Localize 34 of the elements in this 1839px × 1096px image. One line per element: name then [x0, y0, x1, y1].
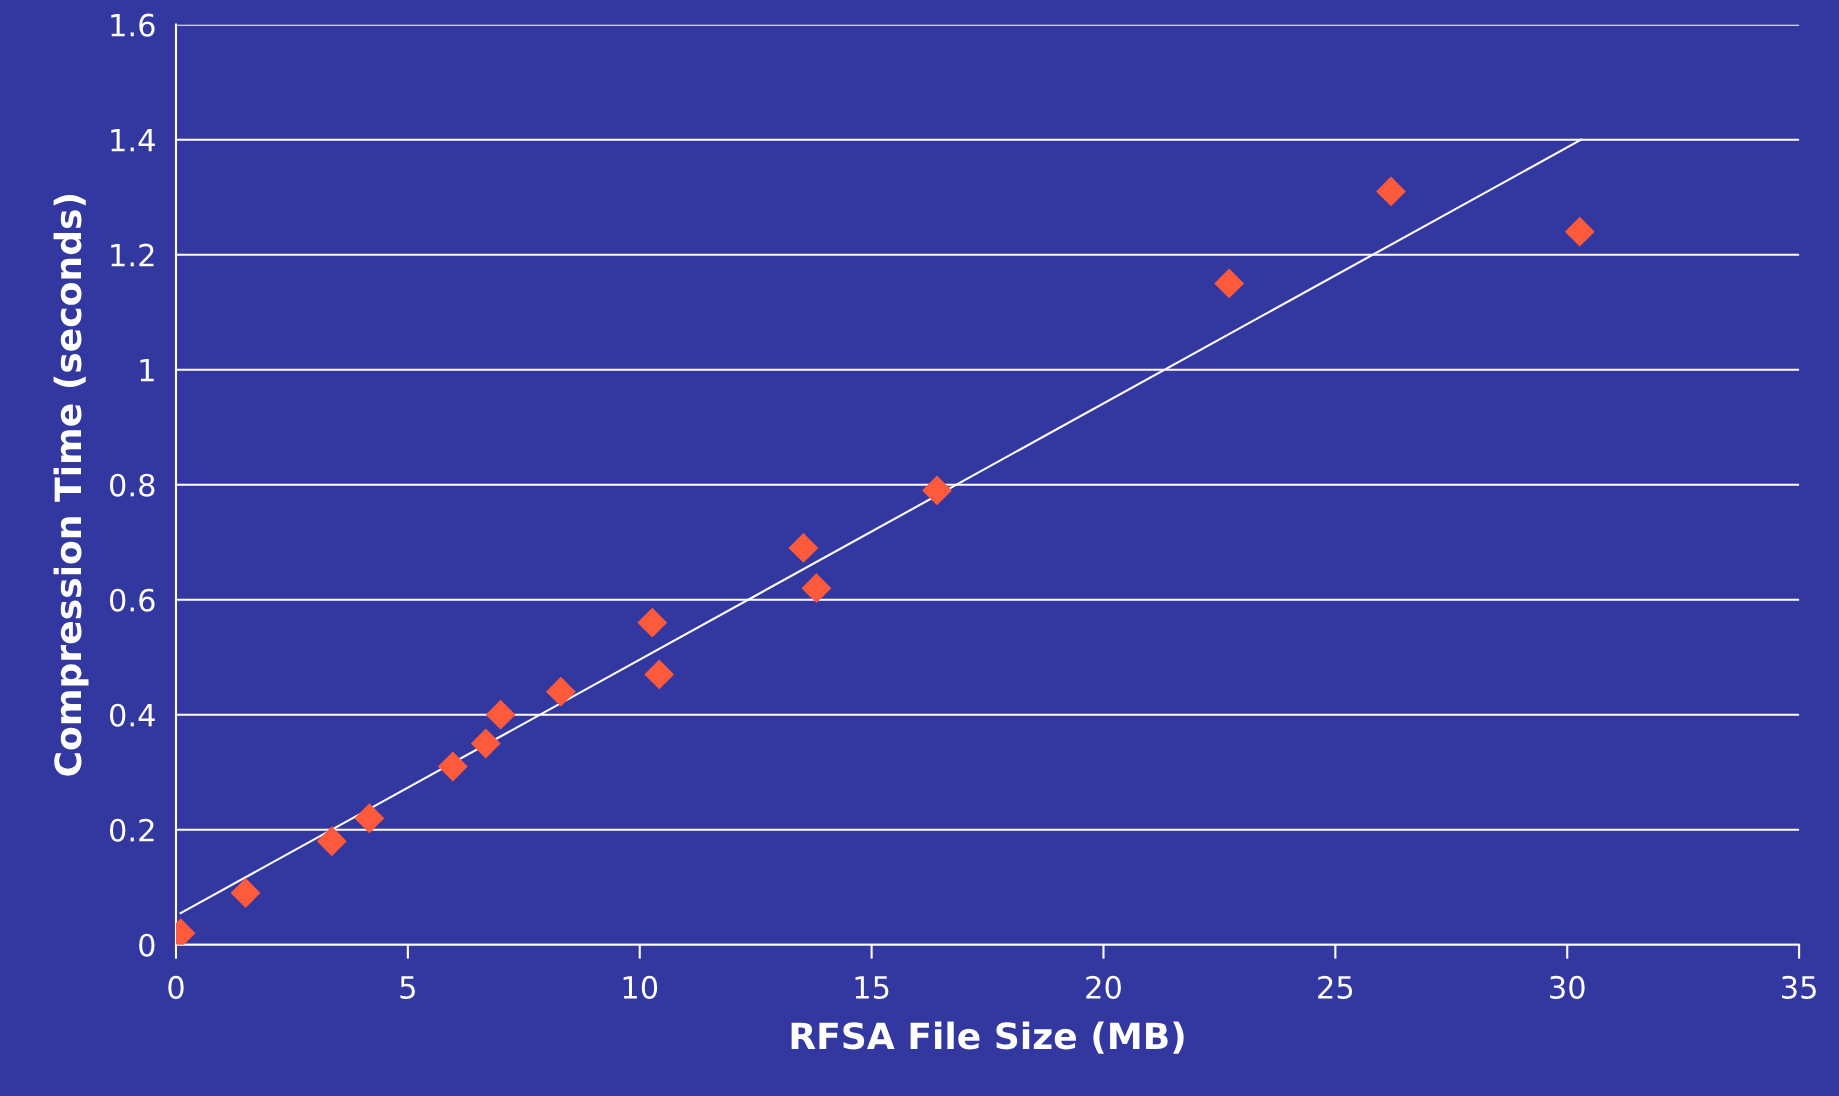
y-tick-label: 1.2: [111, 243, 154, 267]
x-tick-label: 25: [1318, 975, 1353, 999]
point: [470, 728, 501, 759]
point: [437, 751, 468, 782]
x-axis-title: RFSA File Size (MB): [791, 1021, 1184, 1054]
x-tick-label: 20: [1086, 975, 1121, 999]
point: [788, 533, 819, 563]
point: [316, 826, 347, 857]
y-tick-label: 0.8: [109, 473, 155, 497]
x-tick-label: 10: [623, 975, 658, 999]
y-tick-label: 1.4: [111, 129, 155, 152]
point: [1376, 176, 1406, 207]
point: [801, 573, 832, 604]
point: [354, 803, 385, 834]
y-tick-label: 0: [139, 933, 155, 957]
x-tick-label: 35: [1781, 975, 1816, 999]
point: [230, 878, 261, 908]
point: [1214, 268, 1245, 299]
y-axis-title: Compression Time (seconds): [53, 195, 89, 776]
point: [546, 676, 576, 707]
x-tick-label: 30: [1550, 975, 1585, 999]
y-tick-label: 0.4: [109, 703, 155, 727]
point: [637, 607, 668, 638]
y-tick-label: 1: [140, 359, 154, 382]
point: [1564, 216, 1595, 247]
y-tick-label: 0.6: [109, 588, 155, 612]
y-tick-label: 1.6: [111, 13, 155, 37]
point: [644, 659, 675, 690]
x-tick-label: 15: [855, 976, 889, 999]
point: [922, 475, 952, 506]
x-tick-label: 5: [400, 976, 415, 999]
point: [485, 699, 516, 730]
x-tick-label: 0: [168, 975, 184, 999]
y-tick-label: 0.2: [109, 818, 154, 842]
